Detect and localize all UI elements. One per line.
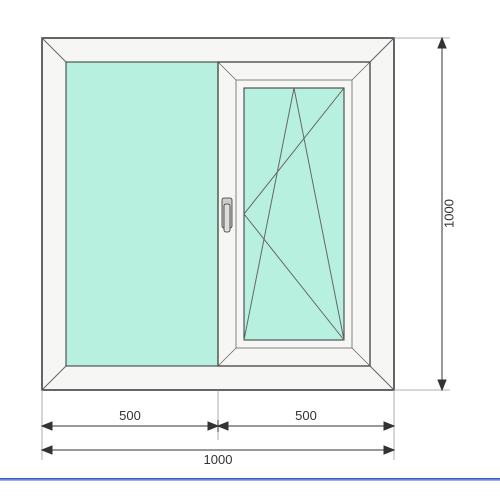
dim-total-width-label: 1000 <box>188 452 248 467</box>
dim-left-width-label: 500 <box>100 408 160 423</box>
left-glass <box>66 62 218 366</box>
dim-width-segments <box>42 420 394 432</box>
baseline-rule <box>0 478 500 481</box>
window-handle <box>222 198 232 232</box>
right-glass <box>244 88 344 340</box>
dim-right-width-label: 500 <box>276 408 336 423</box>
dim-height-label: 1000 <box>442 194 457 234</box>
drawing-svg <box>0 0 500 500</box>
window-technical-drawing: 1000 500 500 1000 <box>0 0 500 500</box>
